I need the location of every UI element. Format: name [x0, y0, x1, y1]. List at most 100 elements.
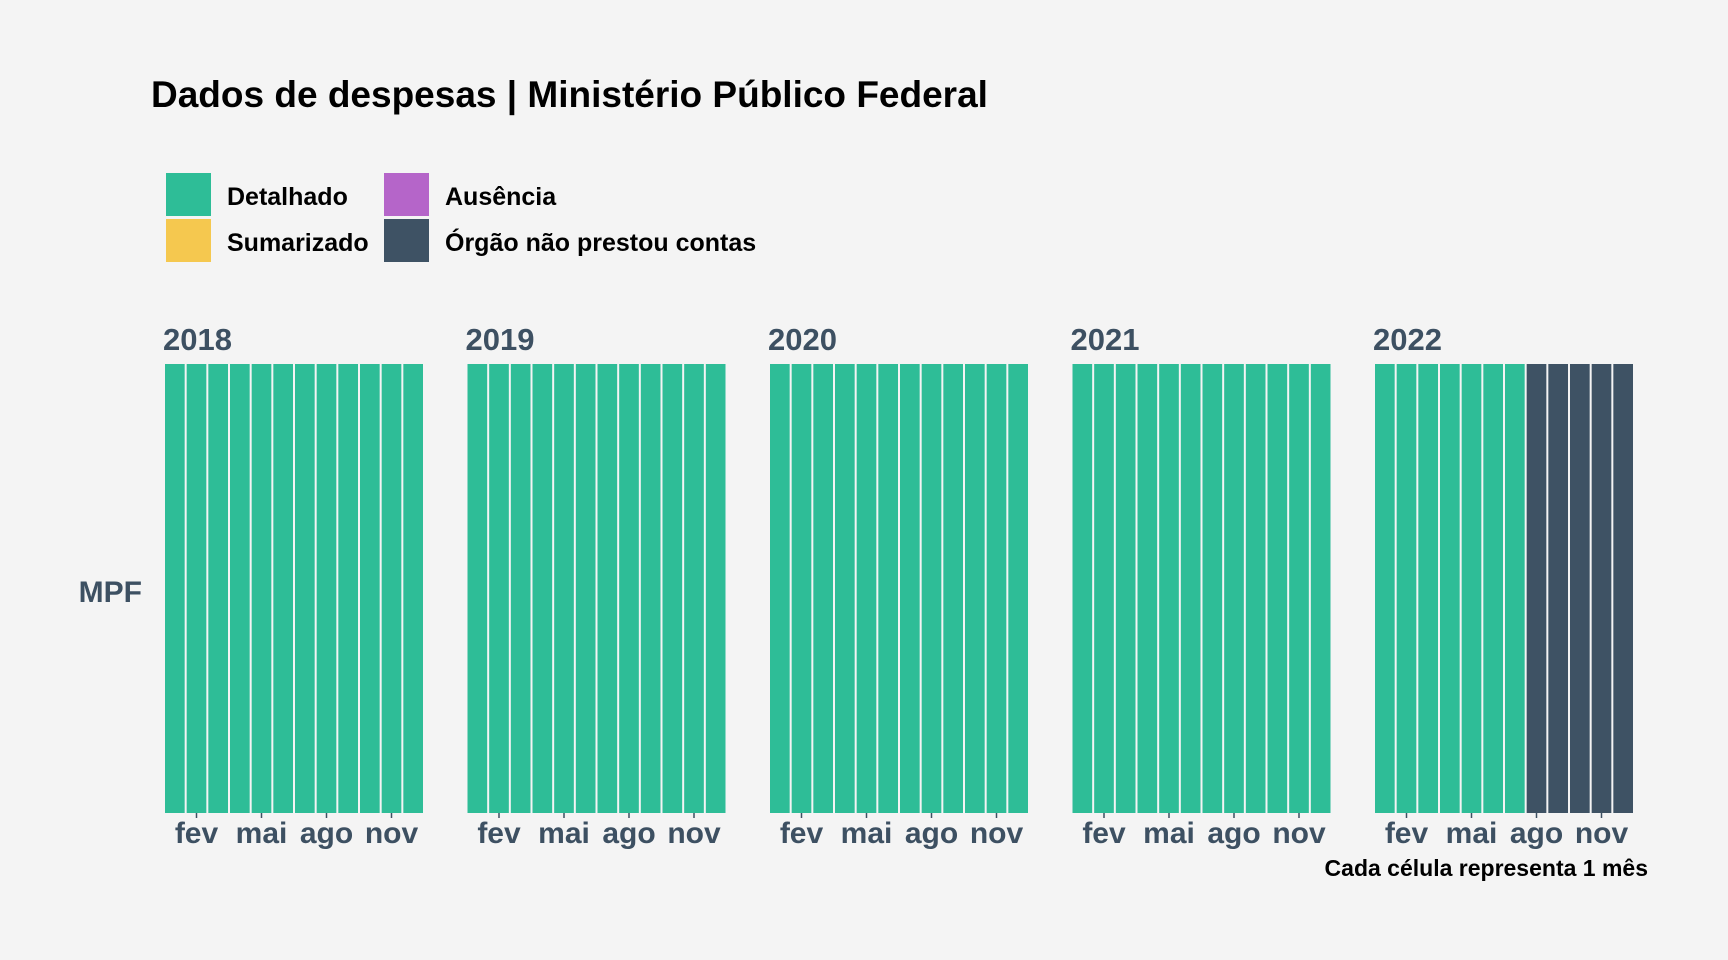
month-cell: [597, 364, 618, 813]
month-cell: [1526, 364, 1547, 813]
x-tick-label: fev: [175, 817, 219, 850]
year-label: 2018: [163, 322, 232, 357]
month-cell: [273, 364, 293, 813]
x-tick-label: nov: [970, 817, 1024, 850]
month-cell: [921, 364, 942, 813]
year-panel-2021: 2021 fev mai ago nov: [1071, 322, 1331, 850]
month-cell: [295, 364, 315, 813]
month-cell: [1310, 364, 1331, 813]
legend-swatch-detalhado: [166, 173, 211, 216]
month-cell: [554, 364, 574, 813]
x-tick-label: nov: [365, 817, 419, 850]
year-panel-2018: 2018 fev mai ago nov: [163, 322, 423, 850]
month-cell: [338, 364, 358, 813]
x-tick-label: fev: [1082, 817, 1126, 850]
legend-swatch-ausencia: [384, 173, 429, 216]
month-cell: [1570, 364, 1590, 813]
legend-swatch-sumarizado: [166, 219, 211, 262]
month-cell: [705, 364, 726, 813]
month-cell: [186, 364, 207, 813]
x-tick-label: ago: [300, 817, 353, 850]
month-cell: [770, 364, 790, 813]
month-cell: [856, 364, 877, 813]
month-cell: [1180, 364, 1201, 813]
month-cell: [230, 364, 250, 813]
month-cell: [1461, 364, 1482, 813]
x-tick-label: mai: [538, 817, 590, 850]
x-tick-label: mai: [1143, 817, 1195, 850]
x-tick-label: ago: [602, 817, 655, 850]
month-cell: [1245, 364, 1266, 813]
legend-label-sumarizado: Sumarizado: [227, 229, 369, 257]
month-cell: [1008, 364, 1028, 813]
legend-swatch-nao-prestou: [384, 219, 429, 262]
year-label: 2022: [1373, 322, 1442, 357]
month-cell: [532, 364, 553, 813]
month-cell: [251, 364, 272, 813]
month-cell: [165, 364, 185, 813]
row-label-mpf: MPF: [79, 576, 142, 609]
month-cell: [1115, 364, 1136, 813]
month-cell: [208, 364, 228, 813]
x-tick-label: nov: [1575, 817, 1629, 850]
month-cell: [1505, 364, 1525, 813]
x-tick-label: nov: [667, 817, 721, 850]
year-label: 2019: [466, 322, 535, 357]
month-cell: [360, 364, 380, 813]
chart-caption: Cada célula representa 1 mês: [1325, 855, 1648, 881]
chart-title: Dados de despesas | Ministério Público F…: [151, 74, 988, 116]
month-cell: [403, 364, 423, 813]
year-label: 2020: [768, 322, 837, 357]
year-panel-2019: 2019 fev mai ago nov: [466, 322, 726, 850]
x-tick-label: ago: [1510, 817, 1563, 850]
year-label: 2021: [1071, 322, 1140, 357]
year-panel-2022: 2022 fev mai ago nov: [1373, 322, 1633, 850]
month-cell: [1289, 364, 1309, 813]
year-panel-2020: 2020 fev mai ago nov: [768, 322, 1028, 850]
month-cell: [900, 364, 920, 813]
month-cell: [965, 364, 985, 813]
month-cell: [1072, 364, 1093, 813]
month-cell: [381, 364, 402, 813]
month-cell: [575, 364, 596, 813]
legend-label-detalhado: Detalhado: [227, 183, 348, 211]
x-tick-label: mai: [841, 817, 893, 850]
month-cell: [489, 364, 509, 813]
month-cell: [510, 364, 531, 813]
month-cell: [1548, 364, 1568, 813]
month-cell: [640, 364, 661, 813]
month-cell: [1137, 364, 1158, 813]
x-tick-label: ago: [905, 817, 958, 850]
legend-label-nao-prestou: Órgão não prestou contas: [445, 227, 756, 257]
month-cell: [986, 364, 1007, 813]
month-cell: [1159, 364, 1179, 813]
month-cell: [619, 364, 639, 813]
month-cell: [684, 364, 704, 813]
x-tick-label: mai: [1446, 817, 1498, 850]
x-tick-label: nov: [1272, 817, 1326, 850]
legend: Detalhado Sumarizado Ausência Órgão não …: [166, 173, 756, 262]
x-tick-label: mai: [236, 817, 288, 850]
x-tick-label: fev: [477, 817, 521, 850]
month-cell: [662, 364, 683, 813]
legend-label-ausencia: Ausência: [445, 183, 557, 211]
month-cell: [1418, 364, 1438, 813]
month-cell: [316, 364, 337, 813]
month-cell: [1094, 364, 1114, 813]
month-cell: [1591, 364, 1612, 813]
x-tick-label: fev: [1385, 817, 1429, 850]
x-tick-label: ago: [1207, 817, 1260, 850]
month-cell: [467, 364, 488, 813]
month-cell: [1483, 364, 1503, 813]
month-cell: [813, 364, 833, 813]
month-cell: [1396, 364, 1417, 813]
month-cell: [1440, 364, 1460, 813]
month-cell: [878, 364, 898, 813]
month-cell: [1267, 364, 1288, 813]
month-cell: [943, 364, 963, 813]
month-cell: [1202, 364, 1223, 813]
month-cell: [791, 364, 812, 813]
x-tick-label: fev: [780, 817, 824, 850]
